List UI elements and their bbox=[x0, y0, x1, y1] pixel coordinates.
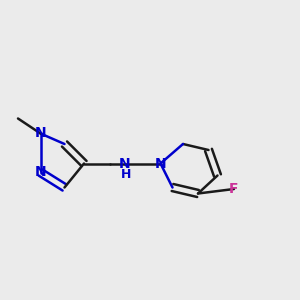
Text: N: N bbox=[119, 157, 130, 170]
Text: H: H bbox=[121, 167, 131, 181]
Text: N: N bbox=[155, 157, 166, 170]
Text: N: N bbox=[35, 127, 46, 140]
Text: F: F bbox=[229, 182, 239, 196]
Text: N: N bbox=[35, 166, 46, 179]
